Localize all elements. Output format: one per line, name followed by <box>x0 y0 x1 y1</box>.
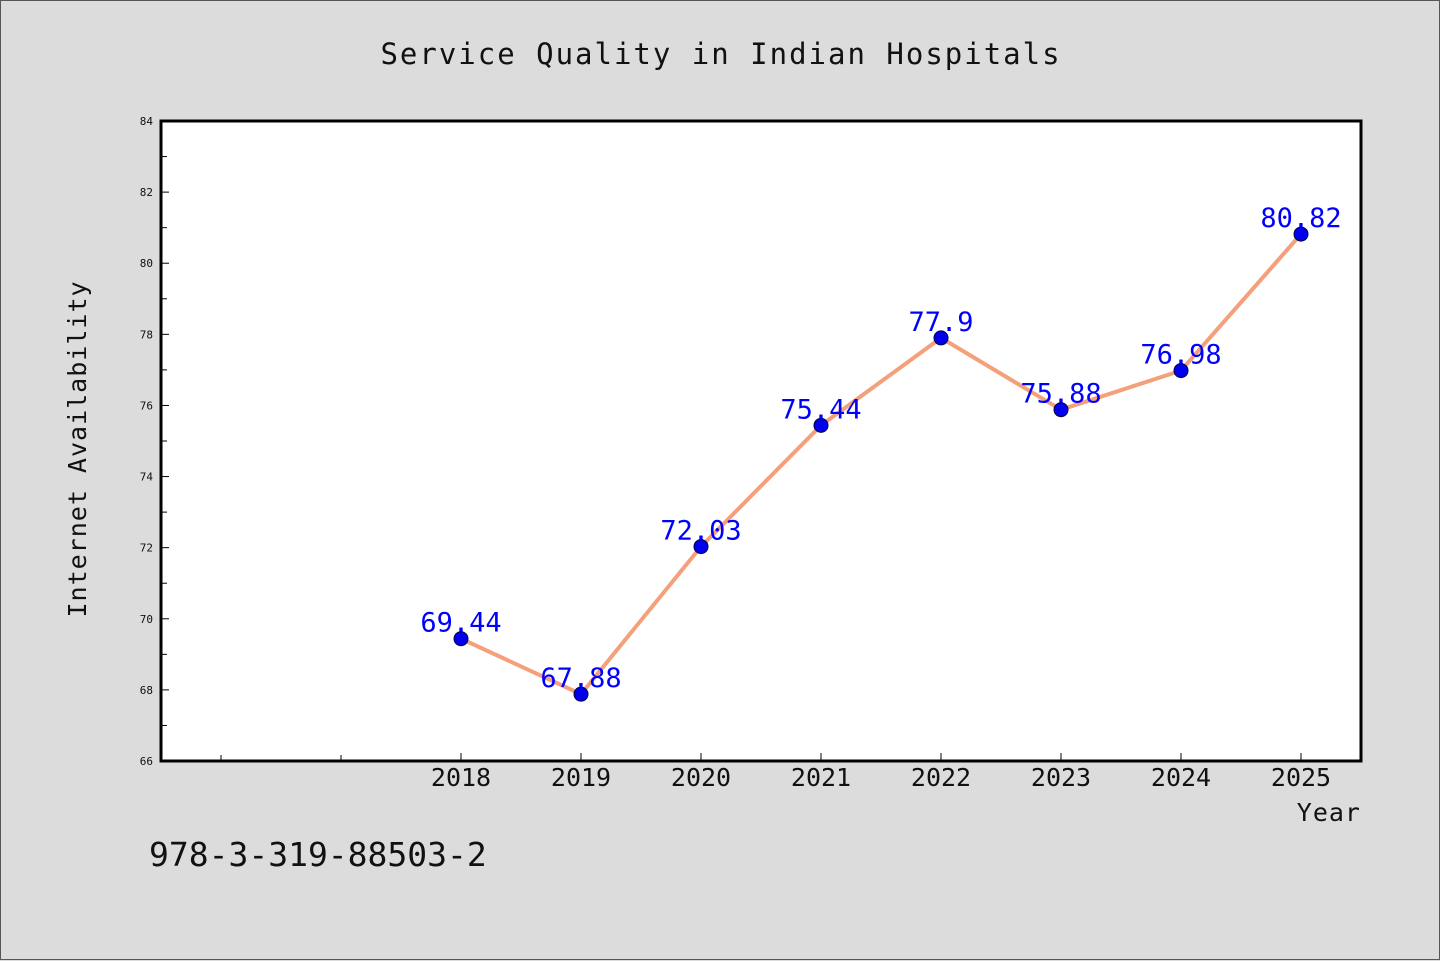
data-point <box>693 539 709 555</box>
x-axis-label: Year <box>1297 798 1361 827</box>
data-label: 67.88 <box>540 663 621 694</box>
x-tick-label: 2018 <box>431 763 491 792</box>
data-label: 77.9 <box>908 307 973 338</box>
data-point <box>1053 402 1069 418</box>
data-label: 76.98 <box>1140 340 1221 371</box>
data-point <box>573 686 589 702</box>
y-tick-label: 70 <box>140 613 153 626</box>
data-label: 72.03 <box>660 516 741 547</box>
y-tick-label: 76 <box>140 399 153 412</box>
x-axis: 2018 2019 2020 2021 2022 2023 2024 2025 <box>220 753 1331 792</box>
y-axis-label: Internet Availability <box>63 280 92 617</box>
x-tick-label: 2020 <box>671 763 731 792</box>
y-tick-label: 72 <box>140 542 153 555</box>
y-tick-label: 66 <box>140 755 153 768</box>
data-labels: 69.44 67.88 72.03 75.44 77.9 75.88 76.98 80.82 <box>420 203 1341 694</box>
x-tick-label: 2021 <box>791 763 851 792</box>
chart-title: Service Quality in Indian Hospitals <box>380 37 1061 71</box>
data-point <box>1293 226 1309 242</box>
y-tick-label: 82 <box>140 186 153 199</box>
data-point <box>453 631 469 647</box>
series-line <box>459 232 1303 697</box>
data-point <box>813 417 829 433</box>
x-tick-label: 2025 <box>1271 763 1331 792</box>
x-tick-label: 2023 <box>1031 763 1091 792</box>
data-point <box>1173 363 1189 379</box>
data-label: 75.88 <box>1020 379 1101 410</box>
y-tick-label: 74 <box>140 471 154 484</box>
data-label: 69.44 <box>420 608 501 639</box>
data-label: 75.44 <box>780 394 861 425</box>
y-tick-label: 80 <box>140 257 153 270</box>
series-layer <box>453 226 1309 702</box>
y-tick-label: 68 <box>140 684 153 697</box>
x-tick-label: 2019 <box>551 763 611 792</box>
data-point <box>933 330 949 346</box>
y-tick-label: 84 <box>140 115 154 128</box>
y-axis: 66 68 70 72 74 76 78 80 82 84 <box>140 115 169 768</box>
plot-area <box>159 119 1363 763</box>
data-label: 80.82 <box>1260 203 1341 234</box>
y-tick-label: 78 <box>140 328 153 341</box>
caption-text: 978-3-319-88503-2 <box>149 835 487 874</box>
x-tick-label: 2022 <box>911 763 971 792</box>
x-tick-label: 2024 <box>1151 763 1211 792</box>
